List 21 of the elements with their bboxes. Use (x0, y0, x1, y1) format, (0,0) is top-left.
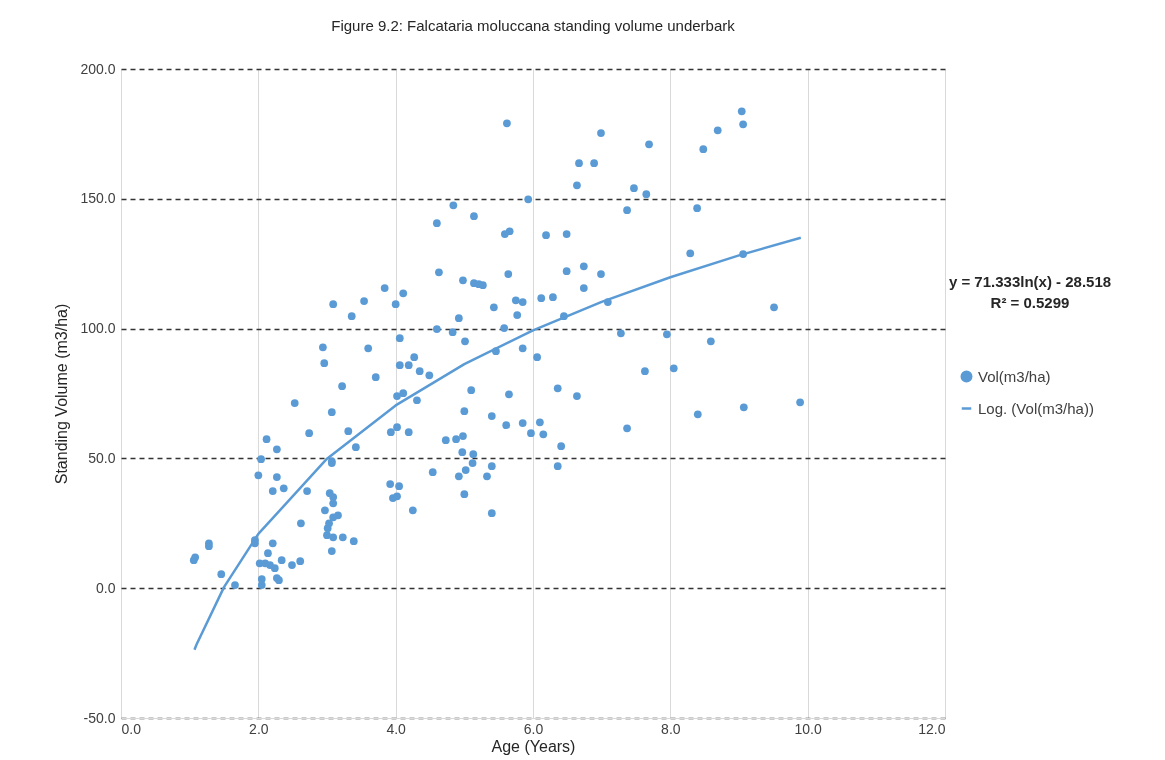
y-tick-label: 0.0 (96, 579, 116, 596)
y-tick-label: -50.0 (83, 709, 116, 726)
text: y = 71.333ln(x) - 28.518 (948, 273, 1112, 290)
x-tick-label: 10.0 (794, 720, 822, 737)
y-tick-label: 50.0 (88, 449, 116, 466)
line-series (193, 236, 803, 651)
x-tick-label: 0.0 (121, 720, 142, 737)
y-tick-label: 150.0 (80, 190, 116, 207)
y-tick-label: 100.0 (80, 320, 116, 337)
x-tick-label: 2.0 (249, 720, 269, 737)
chart-title: Figure 9.2: Falcataria moluccana standing volume underbark (331, 17, 736, 34)
x-tick-label: 6.0 (523, 720, 544, 737)
text: R² = 0.5299 (990, 294, 1070, 311)
legend-label: Vol(m3/ha) (978, 367, 1051, 385)
x-tick-label: 8.0 (661, 720, 681, 737)
y-tick-label: 200.0 (80, 60, 116, 77)
y-axis-title: Standing Volume (m3/ha) (53, 303, 71, 485)
x-tick-label: 4.0 (386, 720, 407, 737)
legend-label: Log. (Vol(m3/ha)) (978, 399, 1094, 417)
x-tick-label: 12.0 (918, 720, 946, 737)
x-axis-title: Age (Years) (491, 737, 576, 755)
